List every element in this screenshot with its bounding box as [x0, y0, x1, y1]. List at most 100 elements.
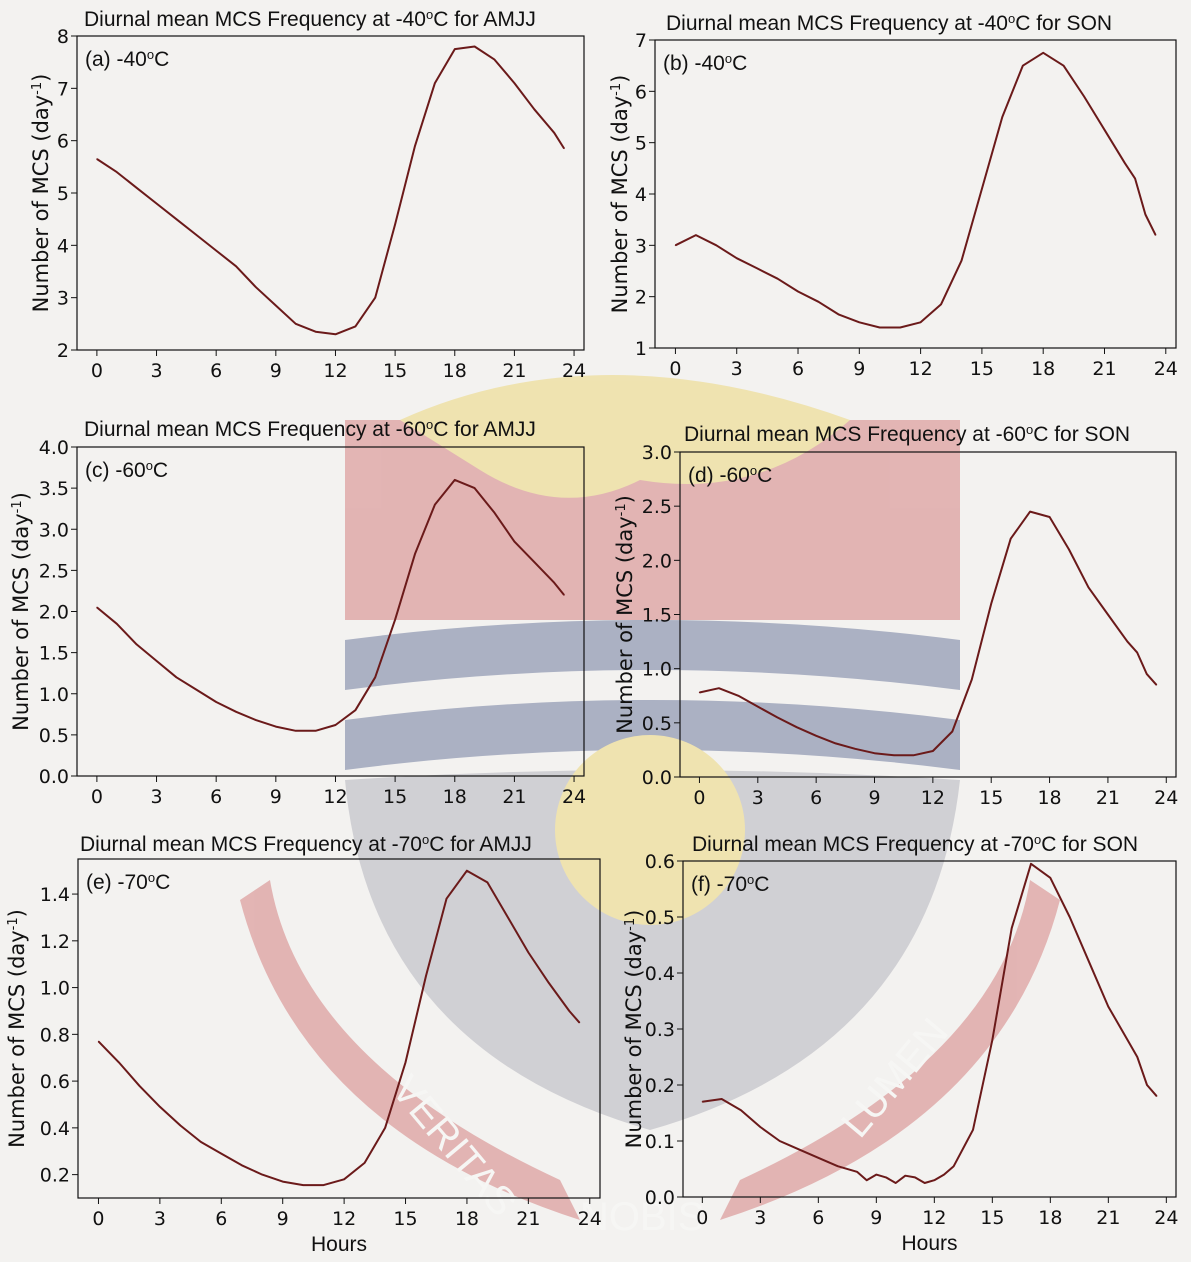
data-point — [1124, 162, 1126, 164]
y-axis-label: Number of MCS (day-1) — [5, 909, 29, 1148]
data-point — [1087, 586, 1090, 589]
data-point — [533, 561, 535, 563]
x-tick-label: 3 — [731, 358, 743, 380]
chart-title: Diurnal mean MCS Frequency at -70oC for … — [80, 832, 532, 857]
data-point — [404, 1061, 407, 1063]
chart-title: Diurnal mean MCS Frequency at -60oC for … — [684, 422, 1130, 447]
data-point — [698, 691, 701, 694]
data-point — [838, 314, 840, 316]
chart-panel-f: Diurnal mean MCS Frequency at -70oC for … — [622, 832, 1178, 1256]
x-tick-label: 6 — [215, 1208, 227, 1230]
data-point — [904, 1175, 906, 1177]
data-point — [394, 223, 396, 225]
data-point — [445, 898, 448, 900]
x-tick-label: 15 — [383, 360, 407, 382]
chart-title: Diurnal mean MCS Frequency at -60oC for … — [84, 417, 536, 442]
x-tick-label: 9 — [868, 787, 880, 809]
chart-panel-d: Diurnal mean MCS Frequency at -60oC for … — [613, 422, 1178, 810]
data-point — [314, 331, 317, 333]
x-tick-label: 6 — [210, 360, 222, 382]
x-tick-label: 6 — [810, 787, 822, 809]
x-tick-label: 3 — [752, 787, 764, 809]
data-point — [1136, 1056, 1138, 1058]
series-line — [674, 51, 1157, 329]
x-tick-label: 0 — [696, 1207, 708, 1229]
plot-frame — [77, 858, 601, 1199]
data-point — [1126, 640, 1128, 643]
y-tick-label: 0.8 — [40, 1024, 70, 1046]
y-tick-label: 0.2 — [645, 1075, 675, 1097]
x-tick-label: 21 — [502, 786, 526, 808]
y-axis-label: Number of MCS (day-1) — [608, 75, 632, 314]
y-axis-label: Number of MCS (day-1) — [29, 74, 53, 313]
data-point — [943, 1174, 945, 1176]
data-point — [563, 147, 565, 150]
data-point — [568, 1010, 570, 1012]
data-point — [1063, 65, 1065, 67]
panel-label: (e) -70oC — [86, 870, 170, 895]
data-point — [981, 188, 983, 190]
data-point — [776, 716, 778, 719]
y-tick-label: 2.0 — [642, 550, 672, 572]
data-point — [737, 695, 739, 697]
y-tick-label: 3 — [635, 235, 647, 257]
series-line — [97, 869, 581, 1187]
data-point — [991, 1039, 993, 1041]
y-tick-label: 7 — [57, 78, 69, 100]
series-line — [702, 862, 1158, 1184]
data-point — [314, 730, 317, 732]
y-tick-label: 0.3 — [645, 1019, 675, 1041]
data-point — [96, 158, 98, 160]
x-tick-label: 12 — [909, 358, 933, 380]
series-line — [96, 45, 565, 336]
y-tick-label: 3.0 — [642, 442, 672, 464]
y-tick-label: 1.2 — [40, 931, 70, 953]
data-point — [1146, 1084, 1148, 1086]
panel-label: (a) -40oC — [85, 47, 169, 72]
data-point — [674, 244, 677, 246]
data-point — [97, 1040, 100, 1042]
data-point — [835, 742, 837, 745]
x-tick-label: 12 — [323, 786, 347, 808]
data-point — [354, 709, 356, 711]
y-axis-label: Number of MCS (day-1) — [613, 495, 637, 734]
data-point — [434, 503, 436, 506]
x-tick-label: 0 — [92, 1208, 104, 1230]
data-point — [798, 1148, 800, 1150]
data-point — [96, 606, 98, 608]
x-tick-label: 18 — [455, 1208, 479, 1230]
plot-frame — [76, 35, 585, 351]
data-point — [951, 730, 953, 733]
x-tick-label: 0 — [669, 358, 681, 380]
data-point — [858, 321, 860, 323]
data-point — [1127, 1039, 1129, 1041]
plot-frame — [654, 39, 1177, 349]
y-tick-label: 0.0 — [642, 767, 672, 789]
x-tick-label: 9 — [270, 360, 282, 382]
data-point — [817, 1157, 819, 1159]
data-point — [873, 752, 876, 754]
y-tick-label: 8 — [57, 26, 69, 48]
x-tick-label: 3 — [150, 360, 162, 382]
data-point — [875, 1174, 877, 1176]
data-point — [175, 218, 178, 220]
data-point — [736, 257, 738, 259]
x-tick-label: 24 — [1154, 1207, 1178, 1229]
x-tick-label: 12 — [922, 1207, 946, 1229]
y-tick-label: 4.0 — [39, 437, 69, 459]
y-tick-label: 2.0 — [39, 602, 69, 624]
data-point — [971, 678, 973, 681]
data-point — [1068, 548, 1070, 551]
data-point — [155, 660, 158, 662]
data-point — [527, 951, 529, 954]
plot-frame — [682, 860, 1177, 1198]
data-point — [1030, 863, 1032, 865]
data-point — [1088, 961, 1090, 963]
data-point — [533, 108, 535, 110]
x-tick-label: 15 — [979, 787, 1003, 809]
x-tick-label: 12 — [332, 1208, 356, 1230]
x-tick-label: 15 — [980, 1207, 1004, 1229]
y-tick-label: 3 — [57, 288, 69, 310]
y-tick-label: 3.0 — [39, 519, 69, 541]
data-point — [1103, 129, 1106, 131]
